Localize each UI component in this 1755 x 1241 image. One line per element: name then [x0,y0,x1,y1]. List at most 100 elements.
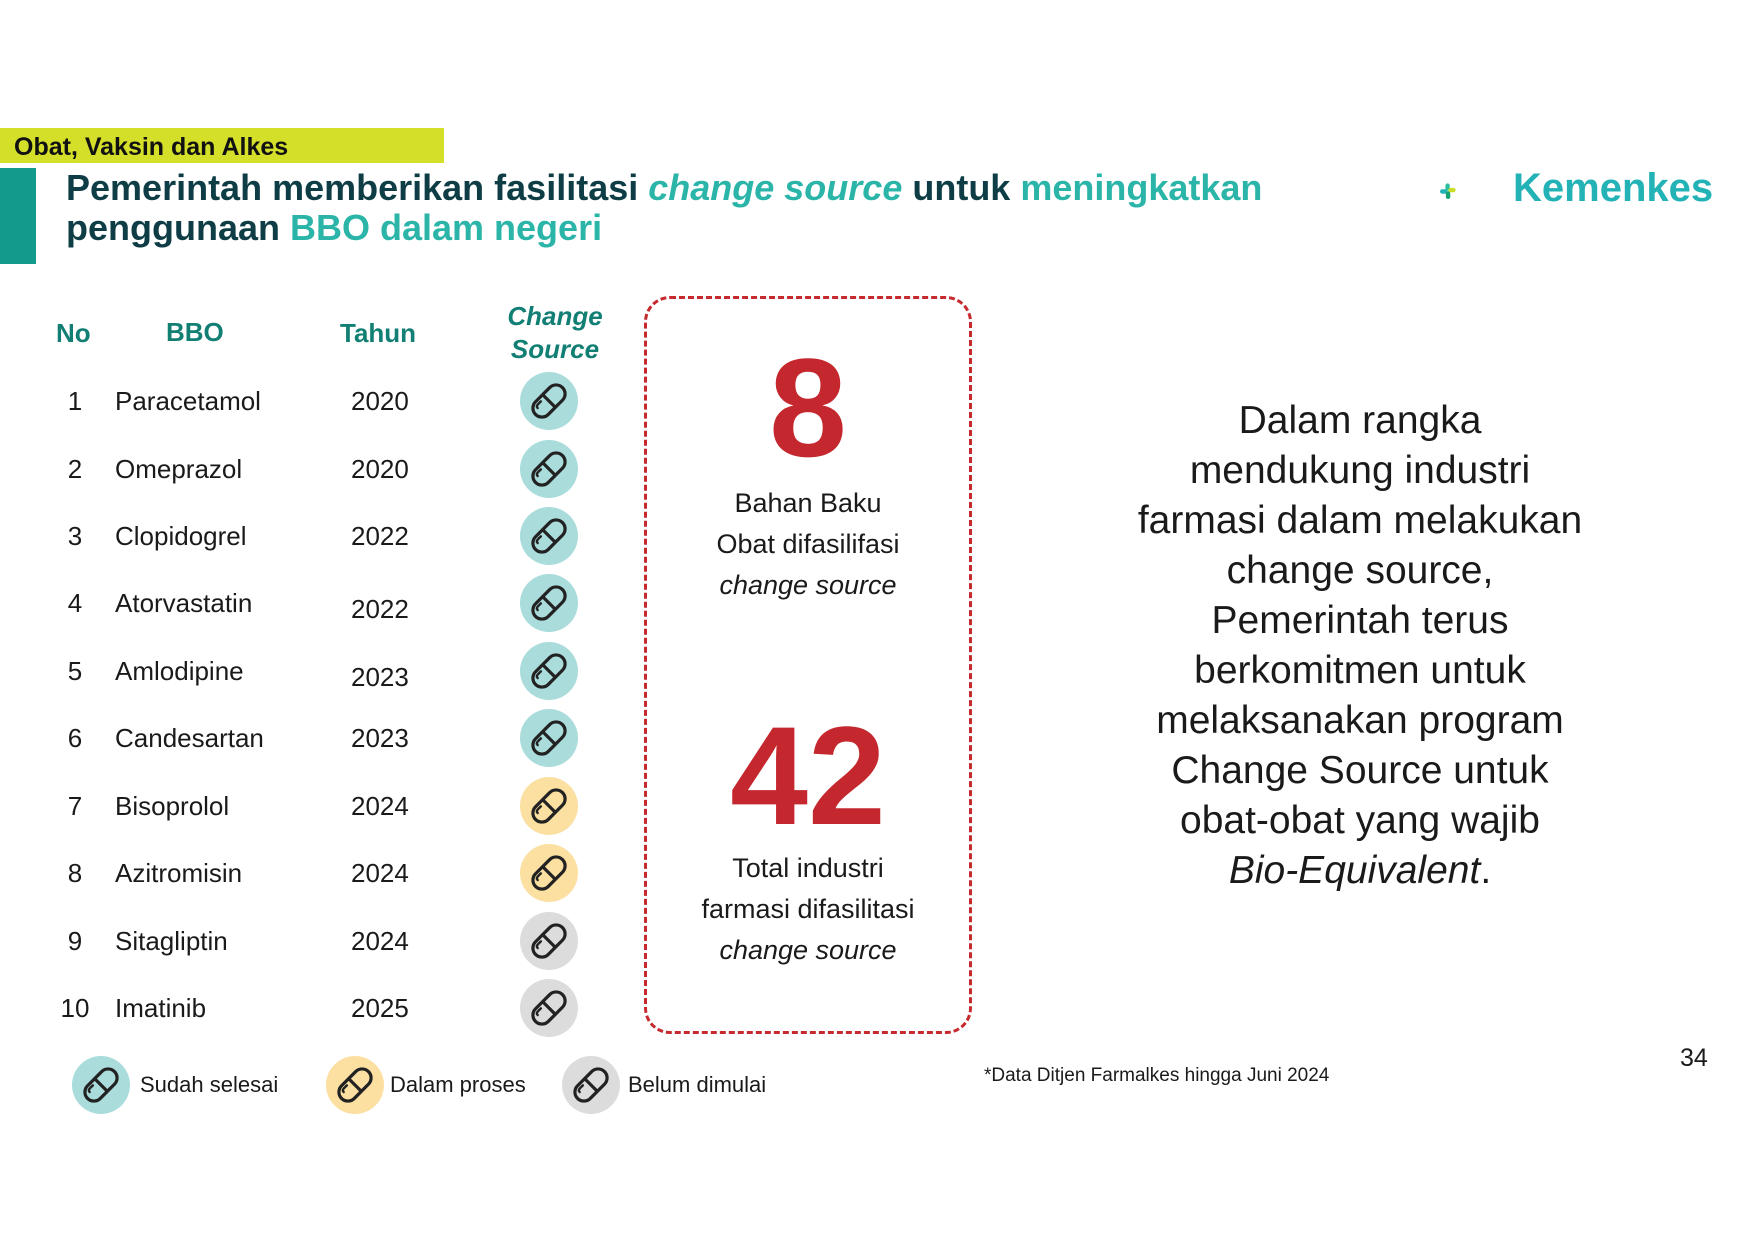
kemenkes-cross-icon [1440,183,1456,200]
pill-icon [520,912,578,970]
para-line-last: Bio-Equivalent. [1080,846,1640,896]
title-text-3: untuk [902,167,1021,208]
pill-icon [520,844,578,902]
row-year: 2022 [351,521,409,551]
row-bbo: Azitromisin [115,858,243,888]
stat2-line2: farmasi difasilitasi [701,894,915,924]
pill-icon [72,1056,130,1114]
row-bbo: Amlodipine [115,656,244,686]
stats-box [644,296,972,1034]
row-no: 10 [60,993,90,1023]
table-row: 7 Bisoprolol 2024 [0,777,600,837]
row-year: 2024 [351,791,409,821]
row-year: 2022 [351,594,409,624]
para-line: berkomitmen untuk [1194,649,1526,692]
row-no: 4 [67,588,83,618]
header-cs-line1: Change [507,301,603,331]
stat1-value: 8 [769,329,847,486]
para-line: melaksanakan program [1156,699,1564,742]
para-line: mendukung industri [1189,449,1531,492]
para-line: Change Source untuk [1171,749,1549,792]
header-change-source: Change Source [490,300,620,366]
title-text-1: Pemerintah memberikan fasilitasi [66,167,649,208]
row-no: 6 [67,723,83,753]
table-body: 1 Paracetamol 2020 2 Omeprazol 2020 3 Clopidogr… [0,372,640,1042]
pill-icon [520,440,578,498]
header-bbo: BBO [166,317,224,347]
row-bbo: Bisoprolol [115,791,230,821]
section-tag: Obat, Vaksin dan Alkes [0,128,444,163]
stat2-label: Total industri farmasi difasilitasi chan… [644,848,972,971]
table-row: 6 Candesartan 2023 [0,709,600,769]
pill-icon [520,979,578,1037]
title-text-2: change source [648,167,903,208]
row-year: 2025 [351,993,409,1023]
legend-label-in-progress: Dalam proses [390,1072,526,1097]
row-year: 2024 [351,858,409,888]
pill-icon [520,709,578,767]
para-line: Pemerintah terus [1211,599,1509,642]
title-text-5: penggunaan [66,207,290,248]
title-text-4: meningkatkan [1020,167,1263,208]
row-year: 2020 [351,386,409,416]
table-row: 5 Amlodipine 2023 [0,642,600,702]
row-no: 3 [67,521,83,551]
row-bbo: Omeprazol [115,454,243,484]
title-accent-bar [0,168,36,264]
para-line: obat-obat yang wajib [1180,799,1540,842]
row-bbo: Clopidogrel [115,521,247,551]
row-no: 7 [67,791,83,821]
row-year: 2024 [351,926,409,956]
row-year: 2023 [351,723,409,753]
title-text-6: BBO dalam negeri [290,207,603,248]
table-header: No BBO Tahun Change Source [0,300,640,370]
table-row: 3 Clopidogrel 2022 [0,507,600,567]
stat1-line2: Obat difasilifasi [716,529,900,559]
row-no: 5 [67,656,83,686]
stat2-line3: change source [719,935,897,965]
pill-icon [520,777,578,835]
para-line: Dalam rangka [1238,399,1482,442]
logo-text: Kemenkes [1513,166,1714,210]
row-bbo: Imatinib [115,993,207,1023]
pill-icon [326,1056,384,1114]
header-year: Tahun [340,318,417,348]
table-row: 9 Sitagliptin 2024 [0,912,600,972]
row-bbo: Sitagliptin [115,926,228,956]
table-row: 2 Omeprazol 2020 [0,440,600,500]
page-number: 34 [1680,1044,1708,1072]
stat1-label: Bahan Baku Obat difasilifasi change sour… [644,483,972,606]
stat2-value: 42 [730,697,886,854]
table-row: 4 Atorvastatin 2022 [0,574,600,634]
row-no: 2 [67,454,83,484]
para-suffix: . [1480,849,1492,892]
legend-label-done: Sudah selesai [140,1072,279,1097]
description-paragraph: Dalam rangka mendukung industri farmasi … [1080,396,1640,896]
legend-label-not-started: Belum dimulai [628,1072,767,1097]
row-year: 2023 [351,662,409,692]
pill-icon [520,507,578,565]
pill-icon [520,642,578,700]
row-year: 2020 [351,454,409,484]
stat2-line1: Total industri [732,853,884,883]
row-no: 8 [67,858,83,888]
row-no: 9 [67,926,83,956]
stat1-line3: change source [719,570,897,600]
table-row: 10 Imatinib 2025 [0,979,600,1039]
row-bbo: Atorvastatin [115,588,253,618]
section-tag-label: Obat, Vaksin dan Alkes [14,133,289,161]
pill-icon [520,574,578,632]
row-bbo: Paracetamol [115,386,261,416]
table-row: 1 Paracetamol 2020 [0,372,600,432]
pill-icon [562,1056,620,1114]
row-no: 1 [67,386,83,416]
page-title: Pemerintah memberikan fasilitasi change … [66,168,1326,248]
header-no: No [56,318,91,348]
para-italic: Bio-Equivalent [1228,849,1481,892]
header-cs-line2: Source [510,334,600,364]
stat1-line1: Bahan Baku [734,488,882,518]
para-line: change source, [1226,549,1494,592]
row-bbo: Candesartan [115,723,264,753]
footnote: *Data Ditjen Farmalkes hingga Juni 2024 [984,1065,1330,1086]
pill-icon [520,372,578,430]
